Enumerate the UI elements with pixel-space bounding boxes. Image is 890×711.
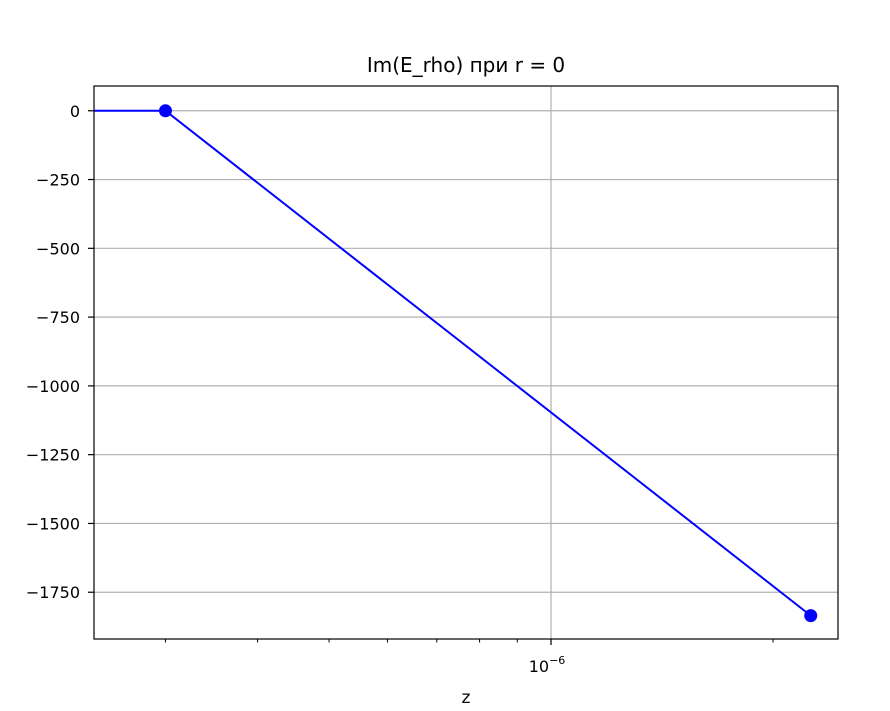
plot-frame <box>93 85 839 640</box>
y-tick-label: −1250 <box>26 446 80 465</box>
y-tick-label: −750 <box>36 308 80 327</box>
y-tick-label: −1500 <box>26 514 80 533</box>
x-tick-label: 10−6 <box>529 654 566 676</box>
y-tick-label: 0 <box>70 102 80 121</box>
data-point-marker <box>158 104 172 118</box>
chart-title: Im(E_rho) при r = 0 <box>367 53 565 77</box>
y-tick-label: −250 <box>36 171 80 190</box>
x-axis-label: z <box>462 688 471 708</box>
data-point-marker <box>804 609 818 623</box>
data-series <box>94 104 818 623</box>
y-tick-label: −1750 <box>26 583 80 602</box>
x-axis-ticks: 10−6 <box>529 639 566 676</box>
y-tick-label: −500 <box>36 239 80 258</box>
grid-lines <box>94 86 838 639</box>
y-tick-label: −1000 <box>26 377 80 396</box>
y-axis-ticks: 0 −250 −500 −750 −1000 −1250 −1500 −1750 <box>26 102 94 602</box>
